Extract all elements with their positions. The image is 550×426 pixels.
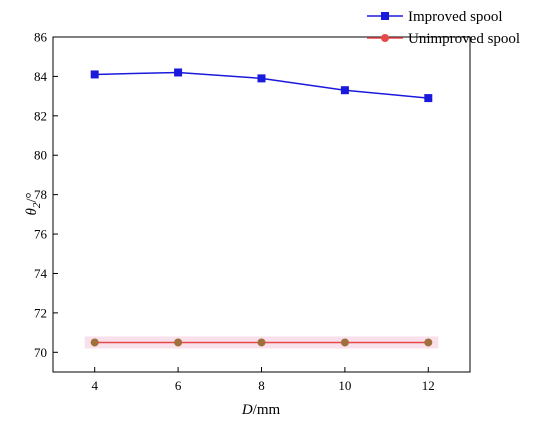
x-tick-label: 10 — [338, 378, 351, 393]
y-tick-label: 82 — [34, 108, 47, 123]
legend-item: Unimproved spool — [367, 31, 520, 47]
data-point-circle — [257, 338, 266, 347]
y-tick-label: 76 — [34, 227, 48, 242]
x-axis-unit: /mm — [253, 402, 281, 418]
y-tick-label: 70 — [34, 345, 47, 360]
data-point-circle — [90, 338, 99, 347]
y-axis-variable: θ — [24, 208, 40, 216]
series-layer — [84, 68, 439, 349]
legend-label: Unimproved spool — [408, 31, 520, 47]
y-axis: 70 72 74 76 78 80 82 84 86 — [34, 30, 58, 360]
y-tick-label: 80 — [34, 148, 47, 163]
legend-label: Improved spool — [408, 9, 503, 25]
x-tick-label: 4 — [91, 378, 98, 393]
y-tick-label: 86 — [34, 30, 48, 45]
x-axis-variable: D — [241, 402, 253, 418]
x-axis: 4 6 8 10 12 — [91, 367, 435, 393]
data-point-circle — [174, 338, 183, 347]
y-tick-label: 74 — [34, 266, 48, 281]
x-tick-label: 12 — [422, 378, 435, 393]
data-point-square — [90, 70, 99, 79]
plot-area-frame — [52, 36, 471, 373]
y-axis-title: θ2/° — [24, 192, 43, 215]
y-tick-label: 78 — [34, 187, 47, 202]
x-axis-title: D/mm — [241, 402, 281, 418]
data-point-square — [174, 68, 183, 77]
y-tick-label: 84 — [34, 69, 48, 84]
y-axis-unit: /° — [24, 192, 40, 202]
x-tick-label: 8 — [258, 378, 265, 393]
data-point-circle — [340, 338, 349, 347]
legend: Improved spool Unimproved spool — [367, 9, 520, 47]
data-point-circle — [424, 338, 433, 347]
x-tick-label: 6 — [175, 378, 182, 393]
legend-marker-square — [381, 12, 389, 20]
y-tick-label: 72 — [34, 305, 47, 320]
y-axis-subscript: 2 — [31, 202, 43, 208]
legend-marker-circle — [381, 34, 389, 42]
data-point-square — [424, 94, 433, 103]
legend-item: Improved spool — [367, 9, 503, 25]
data-point-square — [340, 86, 349, 95]
data-point-square — [257, 74, 266, 83]
series-improved-spool — [90, 68, 433, 103]
series-unimproved-spool — [84, 336, 439, 349]
